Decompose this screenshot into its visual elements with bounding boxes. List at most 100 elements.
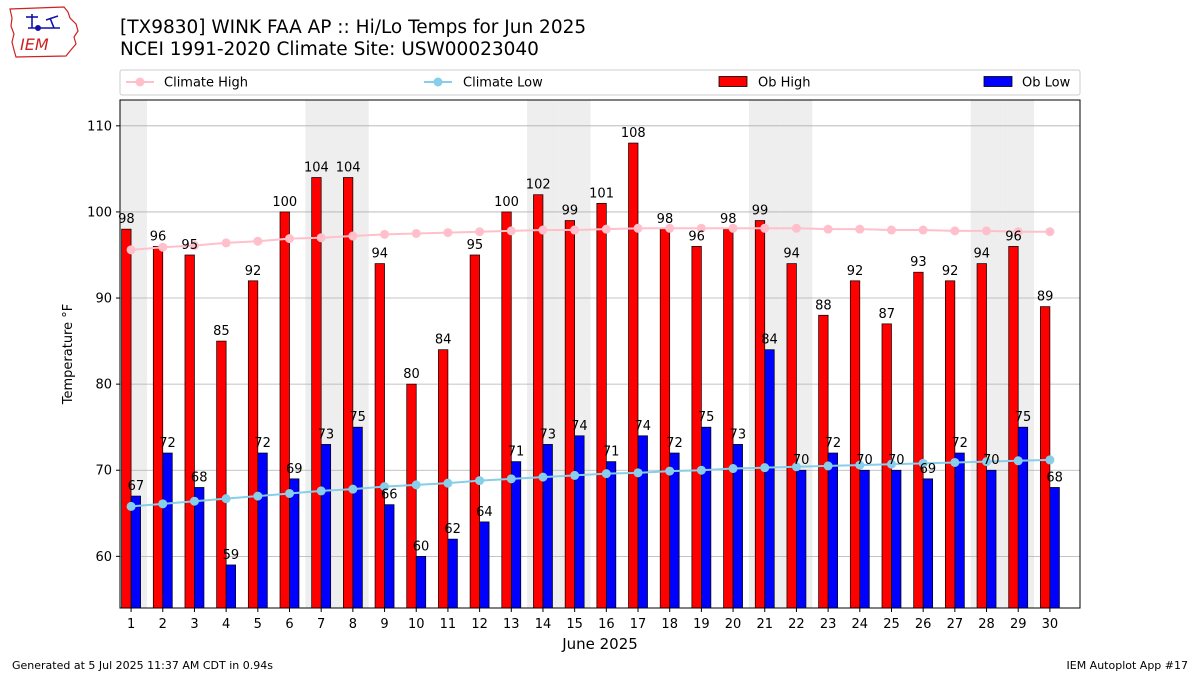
climate-low-point: [158, 499, 168, 509]
climate-high-point: [855, 224, 865, 234]
ob-low-value-label: 69: [286, 462, 303, 477]
climate-high-point: [316, 233, 326, 243]
climate-low-line: [131, 458, 1050, 508]
ob-high-value-label: 104: [304, 160, 329, 175]
x-tick-label: 16: [598, 617, 615, 632]
legend: Climate High Climate Low Ob High Ob Low: [119, 69, 1081, 96]
ob-high-bar: [691, 246, 702, 608]
climate-low-point: [348, 484, 358, 494]
ob-low-value-label: 72: [666, 436, 683, 451]
ob-high-bar: [311, 177, 322, 608]
climate-low-point: [506, 474, 516, 484]
ob-high-value-label: 98: [720, 212, 737, 227]
ob-low-bar: [352, 426, 363, 608]
ob-low-bar: [1017, 426, 1029, 608]
climate-high-point: [253, 236, 263, 246]
ob-low-bar: [257, 452, 268, 608]
ob-high-value-label: 108: [621, 126, 646, 141]
ob-high-value-label: 95: [181, 238, 198, 253]
legend-climate-low-marker: [433, 77, 443, 87]
ob-low-bar: [732, 444, 743, 608]
ob-high-bar: [533, 194, 544, 608]
ob-low-bar: [764, 349, 775, 608]
x-tick-label: 20: [725, 617, 742, 632]
ob-high-bar: [659, 228, 671, 608]
ob-low-bar: [574, 435, 585, 608]
climate-low-point: [886, 459, 896, 469]
ob-low-value-label: 69: [920, 462, 937, 477]
x-tick-label: 12: [471, 617, 488, 632]
climate-low-point: [1045, 455, 1055, 465]
climate-low-point: [855, 460, 865, 470]
climate-high-point: [285, 234, 295, 244]
ob-low-value-label: 73: [730, 427, 747, 442]
x-tick-label: 21: [756, 617, 773, 632]
x-tick-label: 1: [127, 617, 135, 632]
ob-low-bar: [447, 538, 458, 608]
x-axis-label: June 2025: [561, 635, 638, 653]
logo-text: IEM: [20, 35, 49, 54]
ob-low-value-label: 70: [983, 453, 1000, 468]
ob-low-value-label: 60: [413, 539, 430, 554]
ob-high-value-label: 92: [942, 264, 959, 279]
ob-low-value-label: 84: [761, 333, 778, 348]
y-tick-label: 70: [95, 464, 112, 479]
climate-high-point: [189, 241, 199, 251]
ob-high-bar: [723, 228, 734, 608]
climate-high-point: [982, 226, 992, 236]
x-tick-label: 19: [693, 617, 710, 632]
ob-low-value-label: 67: [128, 479, 145, 494]
ob-high-bar: [279, 211, 290, 608]
ob-high-value-label: 92: [245, 264, 262, 279]
ob-high-bar: [469, 254, 480, 608]
climate-high-point: [380, 229, 390, 239]
legend-ob-high-swatch: [718, 76, 748, 87]
ob-low-bar: [1049, 487, 1060, 608]
ob-low-value-label: 73: [318, 427, 335, 442]
ob-low-bar: [320, 444, 332, 608]
climate-low-point: [1013, 456, 1023, 466]
x-tick-label: 3: [190, 617, 198, 632]
climate-low-point: [538, 472, 548, 482]
ob-high-bar: [564, 220, 576, 608]
climate-low-point: [601, 469, 611, 479]
ob-low-bar: [986, 469, 997, 608]
ob-low-value-label: 72: [825, 436, 842, 451]
ob-high-value-label: 101: [589, 186, 614, 201]
y-tick-label: 100: [87, 205, 112, 220]
ob-high-value-label: 92: [847, 264, 864, 279]
ob-low-bar: [162, 452, 173, 608]
ob-high-bar: [343, 177, 354, 608]
ob-high-bar: [152, 246, 164, 608]
climate-high-point: [665, 223, 675, 233]
climate-low-point: [285, 488, 295, 498]
y-axis-label: Temperature °F: [61, 304, 76, 405]
ob-high-bar: [628, 142, 639, 608]
ob-high-value-label: 98: [118, 212, 135, 227]
climate-high-point: [443, 228, 453, 238]
ob-low-bar: [796, 469, 807, 608]
ob-high-value-label: 100: [494, 195, 519, 210]
ob-high-bar: [247, 280, 259, 608]
ob-high-value-label: 96: [1005, 229, 1022, 244]
y-tick-label: 80: [95, 378, 112, 393]
ob-high-bar: [786, 263, 797, 608]
ob-high-value-label: 89: [1037, 290, 1054, 305]
plot-marks: [121, 142, 1060, 608]
ob-high-bar: [216, 340, 227, 608]
footer-app: IEM Autoplot App #17: [1066, 659, 1189, 672]
ob-low-value-label: 66: [381, 488, 398, 503]
climate-high-point: [221, 238, 231, 248]
climate-low-point: [791, 462, 801, 472]
climate-high-point: [1013, 227, 1023, 237]
ob-high-bar: [501, 211, 512, 608]
climate-high-point: [348, 231, 358, 241]
ob-low-value-label: 72: [254, 436, 271, 451]
climate-low-point: [443, 478, 453, 488]
ob-low-value-label: 74: [634, 419, 651, 434]
ob-low-bar: [542, 444, 553, 608]
ob-low-value-label: 70: [888, 453, 905, 468]
ob-low-value-label: 73: [539, 427, 556, 442]
legend-frame: [119, 69, 1081, 96]
x-tick-label: 26: [915, 617, 932, 632]
